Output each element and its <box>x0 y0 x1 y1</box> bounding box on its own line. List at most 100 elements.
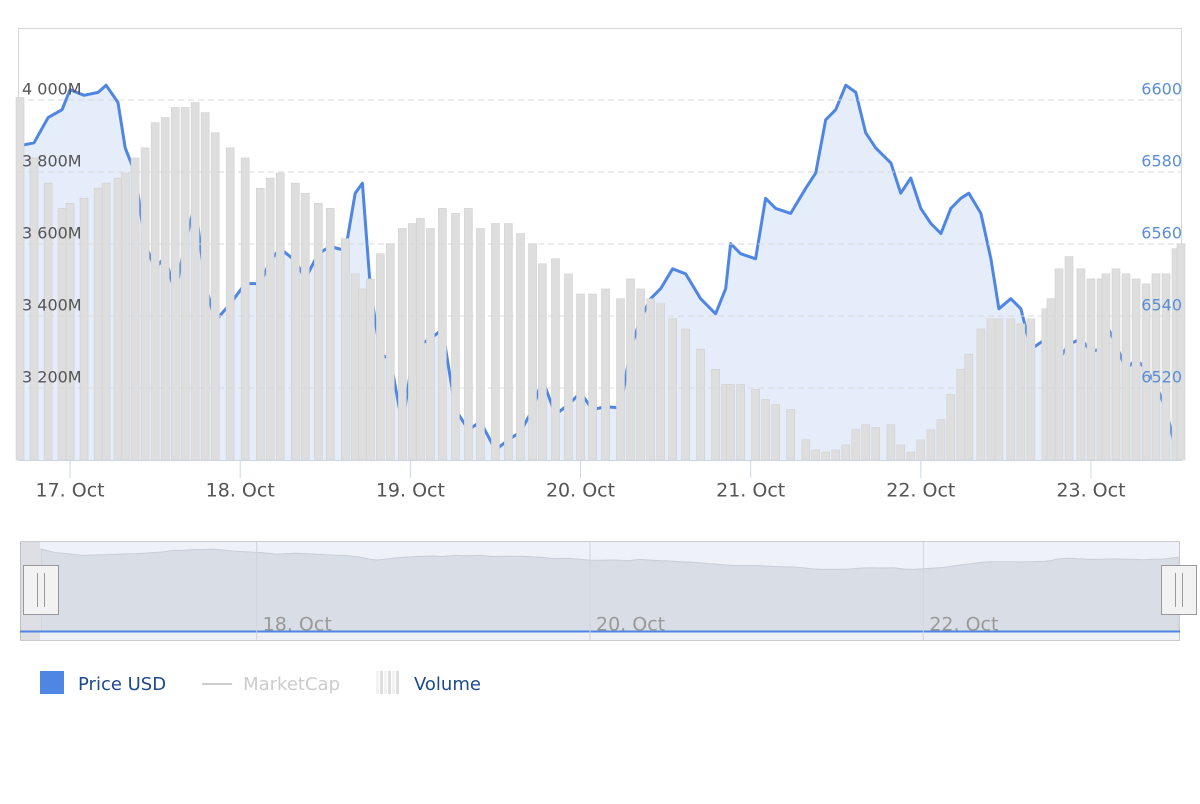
x-tick-label: 20. Oct <box>546 480 615 502</box>
volume-bar <box>1111 268 1121 461</box>
volume-bar <box>1026 318 1036 461</box>
volume-bar <box>341 238 350 461</box>
x-tick-label: 17. Oct <box>36 480 105 502</box>
volume-bar <box>225 147 235 461</box>
y2-tick-label: 6600 <box>1141 80 1182 99</box>
volume-bar <box>896 444 906 461</box>
legend-symbol <box>384 671 387 694</box>
volume-bar <box>986 318 996 461</box>
volume-bar <box>140 147 150 461</box>
volume-bar <box>57 208 67 461</box>
volume-bar <box>994 318 1004 461</box>
legend-item[interactable]: Price USD <box>40 671 166 695</box>
volume-bar <box>538 263 547 461</box>
volume-bar <box>726 384 735 461</box>
volume-bar <box>956 368 966 461</box>
volume-bar <box>626 278 635 461</box>
x-tick-label: 22. Oct <box>886 480 955 502</box>
legend-item[interactable]: Volume <box>376 671 481 695</box>
volume-bar <box>416 218 425 461</box>
volume-bar <box>681 328 690 461</box>
volume-bar <box>811 449 820 461</box>
navigator-tick-label: 18. Oct <box>263 614 332 636</box>
volume-bar <box>113 177 123 461</box>
navigator-handle-right[interactable] <box>1161 565 1197 615</box>
volume-bar <box>736 384 745 461</box>
volume-bar <box>130 157 140 461</box>
volume-bar <box>1006 318 1016 461</box>
volume-bar <box>656 303 665 461</box>
volume-bar <box>200 112 210 461</box>
volume-bar <box>916 439 926 461</box>
volume-bar <box>1054 268 1064 461</box>
volume-bar <box>93 187 103 461</box>
volume-bar <box>851 429 861 461</box>
volume-bar <box>210 132 220 461</box>
volume-bar <box>376 253 385 461</box>
volume-bar <box>1046 298 1056 461</box>
price-area <box>20 85 1181 460</box>
volume-bar <box>1064 256 1074 461</box>
volume-bar <box>504 223 513 461</box>
volume-bar <box>761 399 770 461</box>
volume-bar <box>1076 268 1086 461</box>
y-tick-label: 3 400M <box>22 296 82 315</box>
volume-bar <box>528 243 537 461</box>
volume-bar <box>350 273 360 461</box>
handle[interactable] <box>23 565 59 615</box>
y2-tick-label: 6520 <box>1141 368 1182 387</box>
navigator-volume <box>40 548 1179 633</box>
plot-area <box>15 83 1186 461</box>
navigator-handle-left[interactable] <box>23 565 59 615</box>
volume-bar <box>160 117 170 461</box>
volume-bar <box>771 404 780 461</box>
y2-tick-label: 6560 <box>1141 224 1182 243</box>
legend-symbol <box>392 671 395 694</box>
volume-bar <box>516 233 525 461</box>
volume-bar <box>150 122 160 461</box>
volume-bar <box>170 107 180 461</box>
navigator-tick-label: 20. Oct <box>596 614 665 636</box>
volume-bar <box>476 228 485 461</box>
volume-bar <box>751 389 760 461</box>
legend-label: Volume <box>414 674 481 695</box>
volume-bar <box>1016 323 1026 461</box>
volume-bar <box>464 208 473 461</box>
volume-bar <box>906 451 916 461</box>
volume-bar <box>711 368 720 461</box>
volume-bar <box>936 419 946 461</box>
handle[interactable] <box>1161 565 1197 615</box>
y-tick-label: 3 800M <box>22 152 82 171</box>
volume-bar <box>616 298 625 461</box>
volume-bar <box>601 288 610 461</box>
volume-bar <box>438 208 447 461</box>
volume-bar <box>976 328 986 461</box>
volume-bar <box>696 348 705 461</box>
volume-bar <box>255 187 265 461</box>
legend: Price USD MarketCap Volume <box>40 671 481 695</box>
volume-bar <box>926 429 936 461</box>
navigator-tick-label: 22. Oct <box>929 614 998 636</box>
volume-bar <box>120 172 130 461</box>
volume-bar <box>861 424 870 461</box>
volume-bar <box>1176 243 1186 461</box>
legend-label: Price USD <box>78 674 166 695</box>
volume-bar <box>636 288 645 461</box>
volume-bar <box>240 157 250 461</box>
legend-item[interactable]: MarketCap <box>202 674 340 695</box>
volume-bar <box>398 228 407 461</box>
y-tick-label: 3 600M <box>22 224 82 243</box>
volume-bar <box>646 298 655 461</box>
legend-symbol <box>40 671 64 694</box>
legend-symbol <box>396 671 399 694</box>
volume-bar <box>385 243 395 461</box>
legend-symbol <box>376 671 379 694</box>
volume-bar <box>588 293 597 461</box>
volume-bar <box>841 444 851 461</box>
volume-bar <box>180 107 190 461</box>
y-tick-label: 4 000M <box>22 80 82 99</box>
volume-bar <box>668 318 677 461</box>
volume-bar <box>408 223 417 461</box>
y-tick-label: 3 200M <box>22 368 82 387</box>
volume-bar <box>101 182 111 461</box>
